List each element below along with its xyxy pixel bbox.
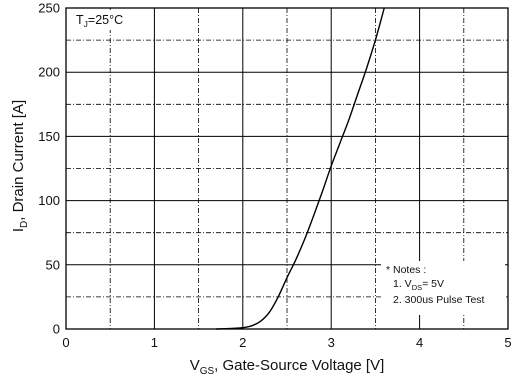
plot-frame: [65, 7, 509, 330]
note-vds: 1. VDS= 5V: [393, 278, 444, 292]
note-pulse-test: 2. 300us Pulse Test: [393, 294, 485, 306]
x-axis-label: VGS, Gate-Source Voltage [V]: [190, 357, 385, 377]
x-tick-label: 2: [239, 335, 246, 350]
y-axis-label: ID, Drain Current [A]: [10, 100, 30, 232]
x-tick-label: 4: [416, 335, 423, 350]
drain-current-curve: [216, 7, 385, 330]
y-tick-label: 50: [46, 257, 60, 272]
tj-label-background: [73, 10, 153, 30]
y-tick-label: 0: [53, 322, 60, 337]
notes-title: * Notes :: [386, 264, 426, 276]
x-tick-label: 1: [151, 335, 158, 350]
y-tick-label: 150: [38, 129, 60, 144]
x-tick-labels: 0 1 2 3 4 5: [62, 335, 511, 350]
x-tick-label: 3: [328, 335, 335, 350]
x-tick-label: 0: [62, 335, 69, 350]
y-tick-label: 100: [38, 193, 60, 208]
x-tick-label: 5: [504, 335, 511, 350]
junction-temperature-label: TJ=25°C: [76, 13, 123, 29]
y-tick-label: 250: [38, 1, 60, 16]
minor-grid: [66, 8, 508, 329]
y-tick-labels: 0 50 100 150 200 250: [38, 1, 60, 337]
y-tick-label: 200: [38, 65, 60, 80]
notes-background: [381, 261, 505, 315]
